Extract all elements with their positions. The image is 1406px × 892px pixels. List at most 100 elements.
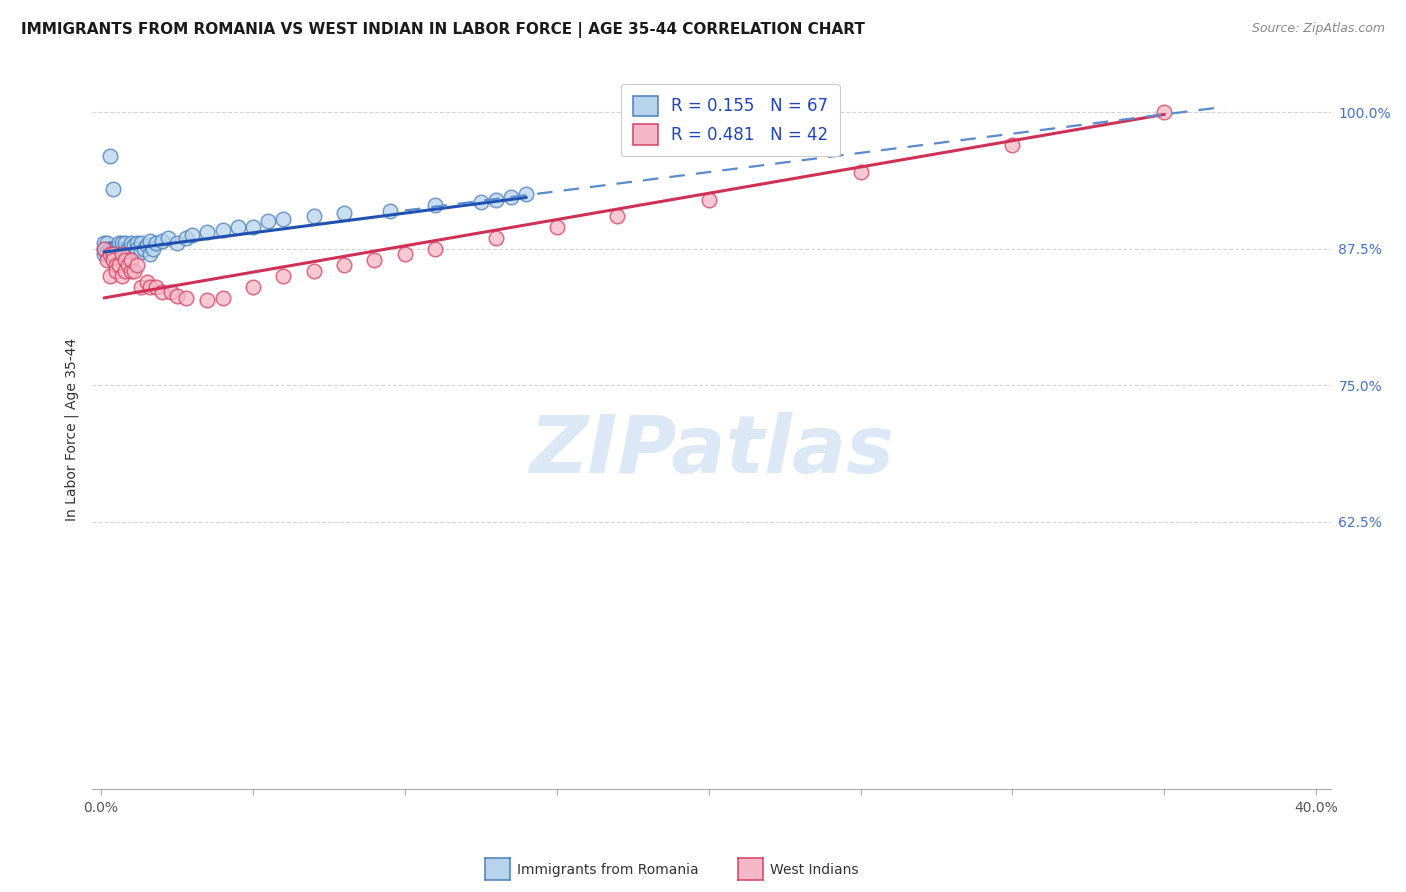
Point	[108, 258, 131, 272]
Point	[114, 242, 136, 256]
Point	[271, 268, 294, 283]
Point	[302, 209, 325, 223]
Point	[138, 234, 160, 248]
Text: Source: ZipAtlas.com: Source: ZipAtlas.com	[1251, 22, 1385, 36]
Point	[108, 247, 131, 261]
Point	[120, 252, 142, 267]
Point	[124, 263, 146, 277]
Point	[117, 258, 139, 272]
Point	[105, 258, 128, 272]
Point	[174, 291, 197, 305]
Point	[111, 247, 134, 261]
Point	[195, 293, 218, 307]
Point	[101, 242, 124, 256]
Point	[378, 203, 401, 218]
Point	[127, 258, 149, 272]
Point	[111, 268, 134, 283]
Point	[129, 280, 152, 294]
Point	[226, 219, 249, 234]
Point	[160, 285, 183, 300]
Point	[108, 242, 131, 256]
Point	[98, 149, 121, 163]
Point	[114, 252, 136, 267]
Point	[101, 242, 124, 256]
Point	[114, 236, 136, 251]
Point	[363, 252, 385, 267]
Point	[145, 280, 167, 294]
Point	[98, 242, 121, 256]
Point	[96, 242, 118, 256]
Point	[117, 247, 139, 261]
Point	[120, 242, 142, 256]
Point	[120, 236, 142, 251]
Point	[96, 247, 118, 261]
Point	[101, 182, 124, 196]
Point	[108, 242, 131, 256]
Point	[181, 227, 204, 242]
Point	[105, 242, 128, 256]
Point	[150, 285, 173, 300]
Point	[114, 242, 136, 256]
Point	[135, 275, 157, 289]
Text: IMMIGRANTS FROM ROMANIA VS WEST INDIAN IN LABOR FORCE | AGE 35-44 CORRELATION CH: IMMIGRANTS FROM ROMANIA VS WEST INDIAN I…	[21, 22, 865, 38]
Point	[105, 242, 128, 256]
Point	[271, 212, 294, 227]
Point	[111, 236, 134, 251]
Point	[117, 242, 139, 256]
Point	[96, 236, 118, 251]
Point	[485, 193, 508, 207]
Point	[145, 236, 167, 251]
Y-axis label: In Labor Force | Age 35-44: In Labor Force | Age 35-44	[65, 337, 79, 521]
Point	[117, 242, 139, 256]
Point	[111, 247, 134, 261]
Point	[101, 242, 124, 256]
Point	[127, 242, 149, 256]
Point	[129, 236, 152, 251]
Point	[333, 205, 356, 219]
Point	[96, 242, 118, 256]
Point	[195, 226, 218, 240]
Point	[105, 242, 128, 256]
Point	[98, 268, 121, 283]
Point	[96, 252, 118, 267]
Point	[98, 242, 121, 256]
Point	[470, 194, 492, 209]
Point	[114, 263, 136, 277]
Point	[333, 258, 356, 272]
Point	[501, 190, 523, 204]
Point	[101, 252, 124, 267]
Point	[124, 238, 146, 252]
Text: ZIPatlas: ZIPatlas	[529, 411, 894, 490]
Point	[515, 187, 537, 202]
Point	[485, 231, 508, 245]
Point	[425, 242, 447, 256]
Point	[302, 263, 325, 277]
Point	[129, 245, 152, 260]
Legend: R = 0.155   N = 67, R = 0.481   N = 42: R = 0.155 N = 67, R = 0.481 N = 42	[621, 84, 839, 156]
Point	[135, 238, 157, 252]
Point	[546, 219, 568, 234]
Point	[138, 247, 160, 261]
Point	[849, 165, 872, 179]
Point	[93, 247, 115, 261]
Point	[1001, 138, 1024, 153]
Point	[142, 242, 165, 256]
Point	[150, 234, 173, 248]
Point	[1153, 105, 1175, 120]
Point	[166, 289, 188, 303]
Point	[132, 242, 155, 256]
Point	[697, 193, 720, 207]
Point	[108, 236, 131, 251]
Point	[242, 219, 264, 234]
Point	[101, 247, 124, 261]
Point	[120, 242, 142, 256]
Point	[127, 236, 149, 251]
Point	[156, 231, 179, 245]
Point	[211, 291, 233, 305]
Point	[93, 242, 115, 256]
Point	[257, 214, 280, 228]
Text: West Indians: West Indians	[770, 863, 859, 877]
Point	[124, 247, 146, 261]
Point	[242, 280, 264, 294]
Point	[105, 263, 128, 277]
